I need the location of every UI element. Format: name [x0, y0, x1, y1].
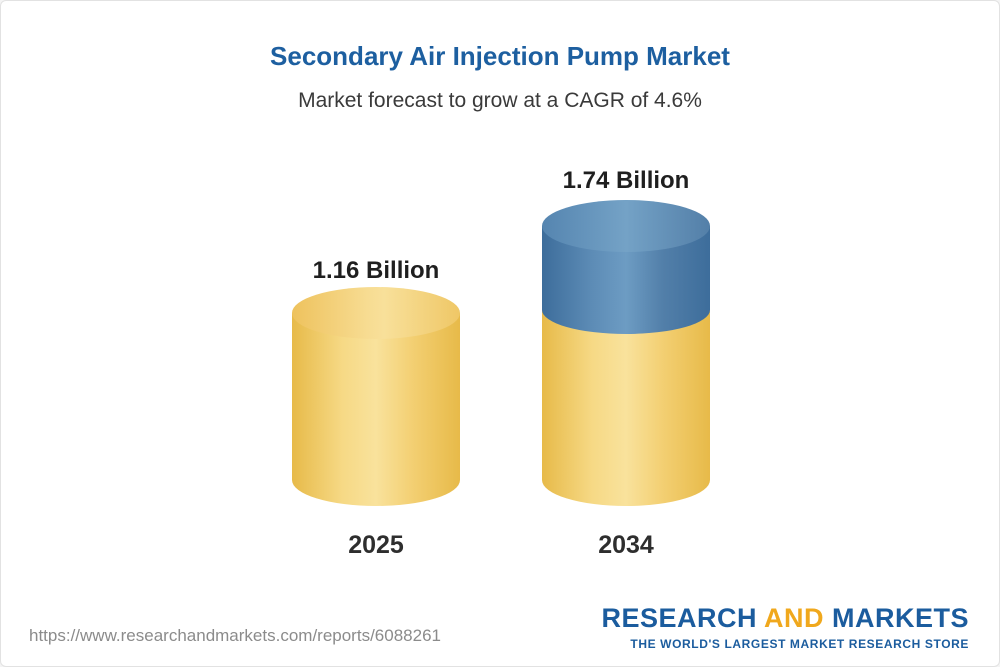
- logo-wordmark: RESEARCH AND MARKETS: [601, 603, 969, 634]
- bar-2034-top-face: [542, 200, 710, 252]
- research-and-markets-logo: RESEARCH AND MARKETS THE WORLD'S LARGEST…: [601, 603, 969, 651]
- logo-word-and: AND: [763, 603, 824, 633]
- chart-title: Secondary Air Injection Pump Market: [270, 41, 730, 71]
- bar-2025-top-face: [292, 287, 460, 339]
- logo-word-research: RESEARCH: [601, 603, 757, 633]
- value-label-2034: 1.74 Billion: [562, 167, 690, 194]
- x-tick-2034: 2034: [598, 531, 654, 559]
- logo-tagline: THE WORLD'S LARGEST MARKET RESEARCH STOR…: [630, 637, 969, 651]
- bar-2025-cylinder: [292, 287, 460, 506]
- bar-2034-cylinder: [542, 200, 710, 506]
- value-label-2025: 1.16 Billion: [312, 257, 440, 284]
- x-tick-2025: 2025: [348, 531, 404, 559]
- logo-word-markets: MARKETS: [832, 603, 969, 633]
- chart-subtitle: Market forecast to grow at a CAGR of 4.6…: [298, 89, 702, 112]
- bar-2025-body: [292, 313, 460, 506]
- report-url-link[interactable]: https://www.researchandmarkets.com/repor…: [29, 626, 441, 645]
- bar-2034-base-segment: [542, 310, 710, 506]
